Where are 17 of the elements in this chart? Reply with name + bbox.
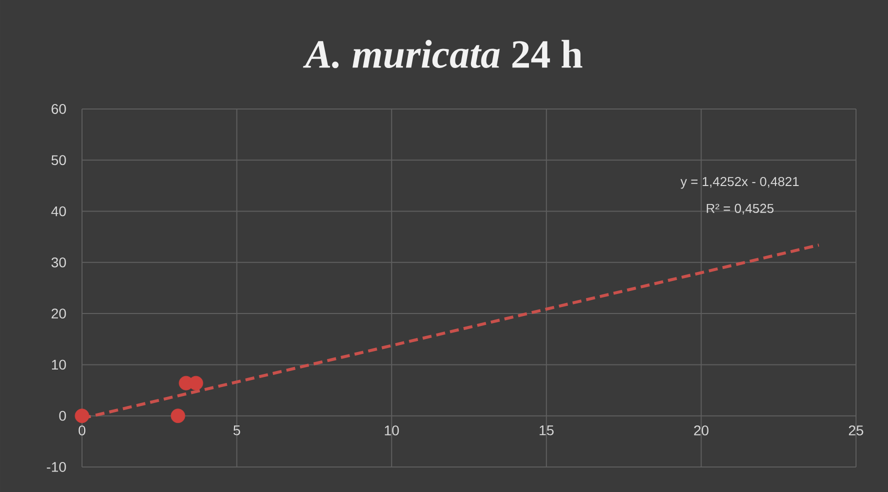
y-tick-label: 30 <box>51 257 66 268</box>
y-tick-label: 60 <box>52 104 66 114</box>
y-tick-label: 0 <box>59 410 66 421</box>
x-tick-label: 5 <box>233 426 240 436</box>
x-tick-label: 0 <box>78 426 86 436</box>
y-tick-label: 40 <box>51 206 66 216</box>
y-tick-label: 20 <box>52 308 66 319</box>
chart-title: A. muricata 24 h <box>303 40 582 68</box>
annotation: R² = 0,4525 <box>706 204 774 215</box>
x-tick-label: 15 <box>540 426 554 436</box>
x-tick-label: 20 <box>694 426 708 436</box>
y-tick-label: 50 <box>51 155 66 166</box>
annotation: y = 1,4252x - 0,4821 <box>680 176 799 189</box>
x-tick-label: 25 <box>848 426 864 436</box>
x-tick-label: 10 <box>384 426 399 436</box>
y-tick-label: 10 <box>52 360 66 370</box>
y-tick-label: -10 <box>46 462 66 472</box>
